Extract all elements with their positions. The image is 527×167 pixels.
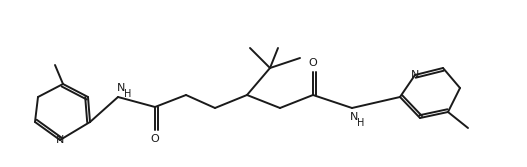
Text: H: H (357, 118, 365, 128)
Text: H: H (124, 89, 132, 99)
Text: N: N (117, 83, 125, 93)
Text: N: N (411, 70, 419, 80)
Text: N: N (56, 135, 64, 145)
Text: O: O (151, 134, 159, 144)
Text: N: N (350, 112, 358, 122)
Text: O: O (309, 58, 317, 68)
